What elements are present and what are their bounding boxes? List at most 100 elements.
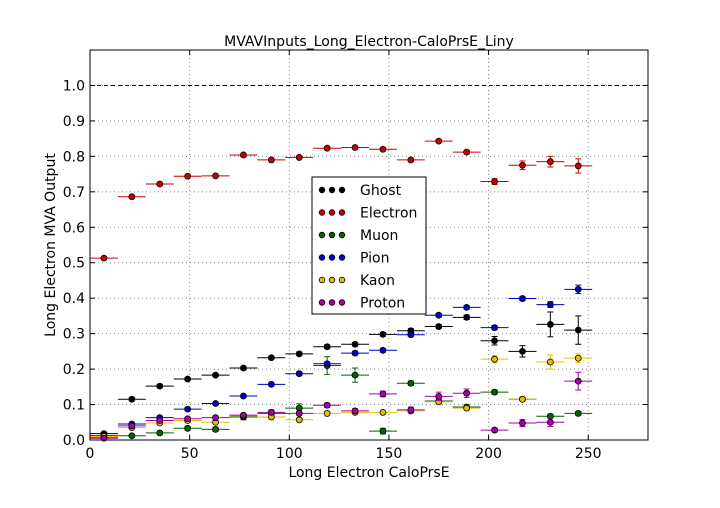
data-point — [519, 347, 526, 355]
data-point — [323, 360, 331, 368]
data-point — [184, 375, 192, 383]
data-point — [463, 389, 471, 397]
data-point — [295, 370, 303, 378]
chart-title: MVAVInputs_Long_Electron-CaloPrsE_Liny — [224, 34, 514, 50]
data-point — [351, 407, 359, 415]
legend-entry-pion: Pion — [318, 251, 389, 267]
y-tick-label: 0.1 — [63, 398, 85, 414]
data-point — [574, 410, 582, 417]
legend-marker — [328, 276, 336, 284]
legend-marker — [338, 209, 346, 216]
data-point — [379, 390, 387, 398]
data-point — [100, 254, 108, 262]
data-point — [212, 400, 219, 407]
series-proton — [90, 371, 593, 442]
x-tick-label: 200 — [475, 446, 502, 462]
data-point — [379, 427, 387, 435]
data-point — [240, 392, 247, 400]
x-tick-label: 0 — [86, 446, 95, 462]
data-point — [351, 144, 359, 151]
data-point — [323, 401, 331, 409]
data-point — [323, 410, 331, 417]
y-tick-label: 0.2 — [63, 362, 85, 378]
data-point — [574, 354, 582, 362]
legend-box — [311, 176, 427, 315]
data-point — [546, 358, 554, 366]
data-point — [407, 156, 415, 164]
data-point — [491, 388, 498, 396]
legend-label: Proton — [360, 296, 405, 312]
data-point — [463, 148, 471, 156]
legend-marker — [328, 231, 336, 239]
legend-marker — [318, 231, 326, 239]
data-point — [574, 285, 582, 293]
data-point — [546, 418, 554, 426]
y-tick-label: 0.0 — [63, 433, 85, 449]
legend-marker — [318, 254, 326, 261]
series-ghost — [90, 311, 593, 438]
data-point — [267, 354, 275, 362]
x-tick-label: 100 — [276, 446, 303, 462]
data-point — [295, 154, 303, 161]
legend-label: Electron — [360, 206, 417, 222]
series-electron — [90, 137, 593, 262]
data-point — [546, 301, 554, 308]
data-point — [463, 303, 471, 311]
data-point — [184, 405, 192, 413]
x-tick-label: 150 — [376, 446, 403, 462]
y-tick-label: 0.6 — [63, 220, 85, 236]
data-point — [407, 379, 415, 387]
data-point — [295, 410, 303, 417]
data-point — [156, 417, 164, 424]
data-point — [267, 380, 275, 388]
legend-marker — [318, 186, 326, 194]
data-point — [574, 162, 582, 170]
legend-marker — [328, 186, 336, 194]
data-point — [351, 371, 359, 379]
y-tick-label: 0.4 — [63, 291, 85, 307]
data-point — [295, 416, 303, 424]
legend-label: Kaon — [360, 273, 395, 289]
data-point — [435, 137, 443, 145]
data-point — [407, 406, 415, 414]
legend-label: Ghost — [360, 183, 402, 199]
x-tick-label: 250 — [575, 446, 602, 462]
data-point — [295, 350, 303, 358]
legend-entry-muon: Muon — [318, 228, 398, 244]
y-axis-label: Long Electron MVA Output — [43, 153, 59, 337]
data-point — [407, 331, 415, 339]
data-point — [574, 326, 582, 334]
legend-marker — [318, 209, 326, 216]
data-point — [491, 324, 498, 332]
x-tick-label: 50 — [181, 446, 199, 462]
data-point — [156, 429, 164, 437]
legend-label: Pion — [360, 251, 389, 267]
data-point — [519, 419, 526, 427]
data-point — [435, 311, 443, 319]
data-point — [379, 330, 387, 338]
data-point — [128, 432, 136, 440]
data-point — [435, 323, 443, 330]
data-point — [379, 346, 387, 354]
data-point — [379, 408, 387, 416]
x-axis-label: Long Electron CaloPrsE — [288, 465, 449, 481]
data-point — [546, 321, 554, 328]
data-point — [491, 355, 498, 363]
data-point — [156, 180, 164, 188]
data-point — [212, 172, 219, 180]
legend: Ghost Electron Muon Pion Kaon Proton — [311, 176, 427, 315]
data-point — [351, 349, 359, 357]
legend-label: Muon — [360, 228, 398, 244]
y-tick-label: 1.0 — [63, 78, 85, 94]
legend-marker — [328, 209, 336, 216]
legend-marker — [338, 254, 346, 261]
data-point — [240, 364, 247, 372]
data-point — [128, 193, 136, 201]
data-point — [519, 161, 526, 169]
data-point — [463, 313, 471, 321]
data-point — [463, 404, 471, 412]
data-layer — [90, 137, 593, 442]
legend-marker — [328, 299, 336, 306]
